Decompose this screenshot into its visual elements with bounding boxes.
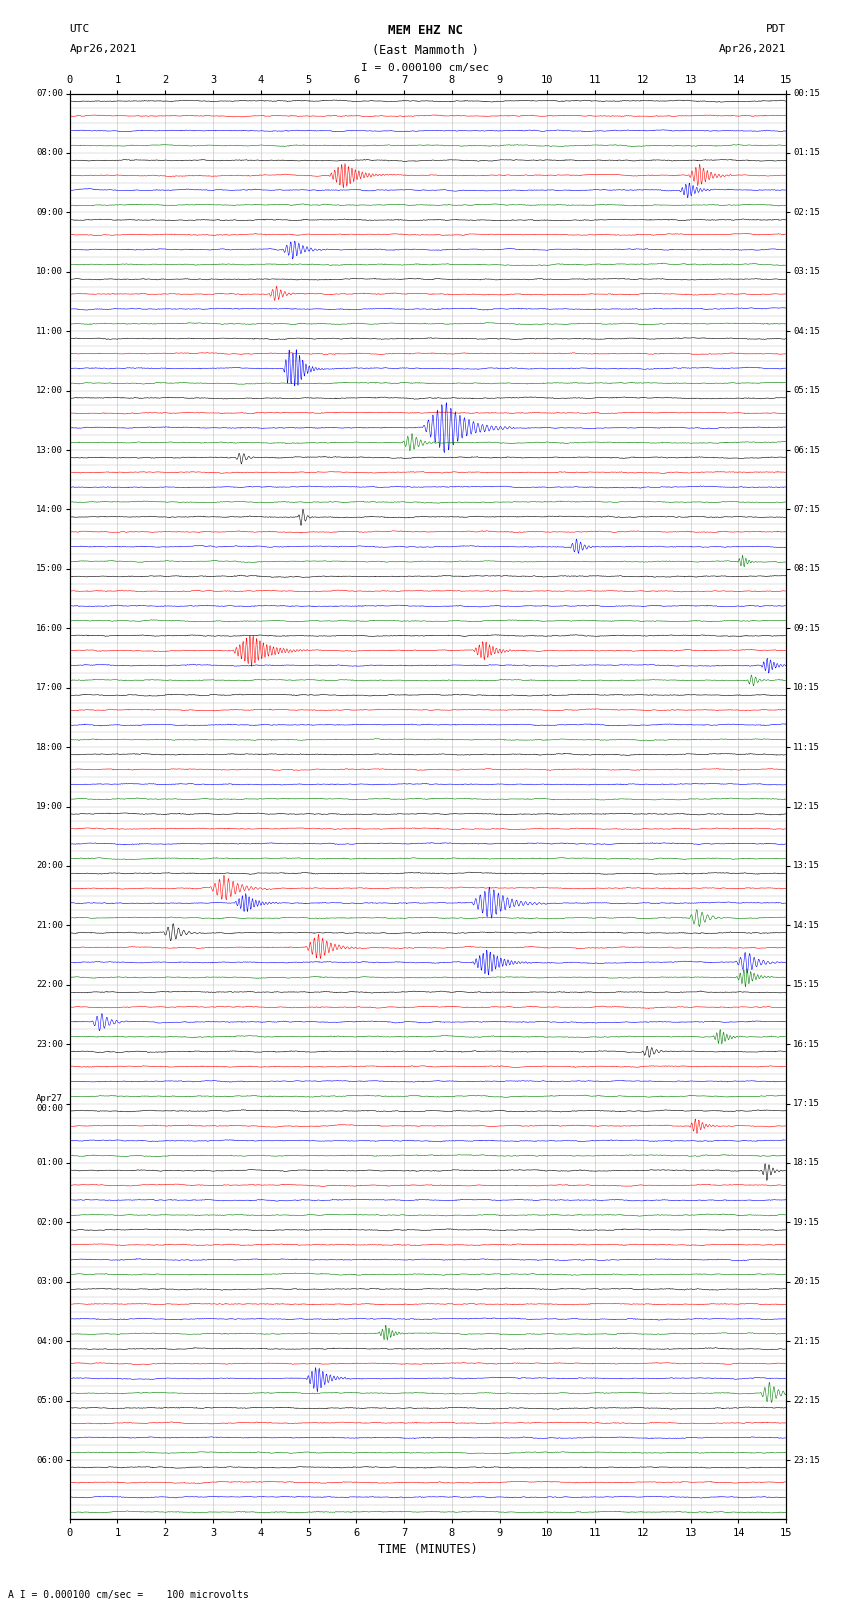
Text: Apr26,2021: Apr26,2021 [70, 44, 137, 53]
Text: PDT: PDT [766, 24, 786, 34]
Text: Apr26,2021: Apr26,2021 [719, 44, 786, 53]
Text: (East Mammoth ): (East Mammoth ) [371, 44, 479, 56]
Text: A I = 0.000100 cm/sec =    100 microvolts: A I = 0.000100 cm/sec = 100 microvolts [8, 1590, 249, 1600]
Text: I = 0.000100 cm/sec: I = 0.000100 cm/sec [361, 63, 489, 73]
Text: UTC: UTC [70, 24, 90, 34]
Text: MEM EHZ NC: MEM EHZ NC [388, 24, 462, 37]
X-axis label: TIME (MINUTES): TIME (MINUTES) [378, 1542, 478, 1555]
